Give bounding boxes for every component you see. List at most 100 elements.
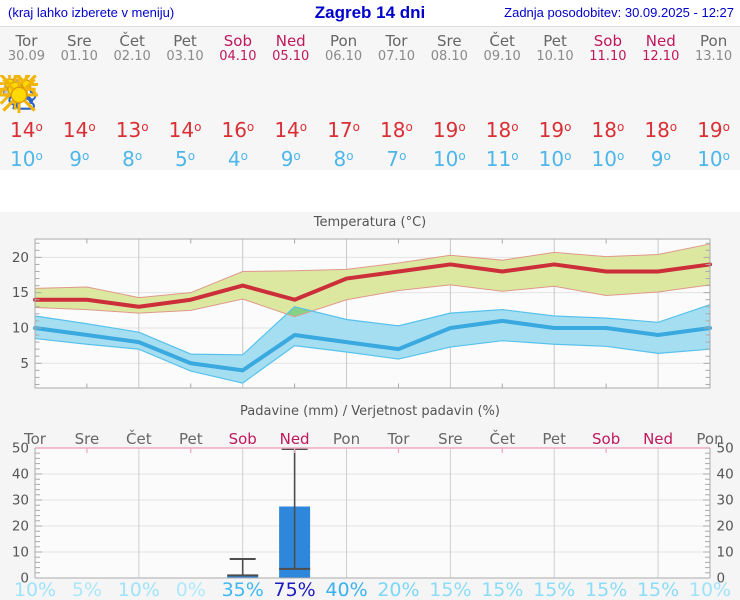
precip-probability: 20% — [377, 579, 419, 600]
day-date: 08.10 — [430, 49, 468, 64]
precip-probability: 75% — [273, 579, 315, 600]
precip-axis-label: 50 — [12, 441, 29, 457]
day-high-temp: 16o — [221, 118, 255, 142]
chart-day-label: Ned — [280, 430, 310, 448]
precip-axis-label: 0 — [20, 571, 29, 587]
precip-probability: 15% — [585, 579, 627, 600]
chart-day-label: Tor — [23, 430, 47, 448]
day-name: Sob — [593, 32, 622, 50]
precip-probability: 15% — [481, 579, 523, 600]
precip-axis-label: 30 — [12, 493, 29, 509]
day-name: Pon — [329, 32, 358, 50]
day-high-temp: 19o — [697, 118, 730, 142]
precip-axis-label: 0 — [717, 571, 726, 587]
precip-probability: 10% — [14, 579, 56, 600]
forecast-day: Čet 02.10 13o 8o — [2, 27, 159, 171]
day-high-temp: 18o — [485, 118, 519, 142]
precip-axis-label: 50 — [717, 441, 734, 457]
day-name: Ned — [275, 32, 306, 50]
day-high-temp: 19o — [432, 118, 466, 142]
day-date: 09.10 — [483, 49, 521, 64]
day-date: 04.10 — [219, 49, 257, 64]
day-high-temp: 18o — [644, 118, 678, 142]
forecast-strip: Tor 30.09 14o 10o Sre 01.10 14o 9o Čet 02.10 13o 8o… — [0, 27, 740, 171]
tmax-line — [33, 262, 712, 309]
precip-axis-label: 20 — [717, 519, 734, 535]
precip-axis-label: 40 — [717, 467, 734, 483]
day-low-temp: 10o — [697, 147, 730, 171]
day-low-temp: 10o — [10, 147, 43, 171]
precip-probability: 0% — [176, 579, 206, 600]
precip-bar — [227, 575, 259, 578]
precip-axis-label: 20 — [12, 519, 29, 535]
day-date: 03.10 — [166, 49, 204, 64]
page-title: Zagreb 14 dni — [314, 3, 426, 22]
chart-day-label: Čet — [490, 429, 516, 448]
precip-probability: 35% — [222, 579, 264, 600]
day-low-temp: 9o — [650, 147, 671, 171]
day-low-temp: 8o — [333, 147, 354, 171]
day-name: Tor — [385, 32, 408, 50]
day-high-temp: 18o — [380, 118, 413, 142]
chart-day-label: Tor — [386, 430, 410, 448]
chart-day-label: Čet — [126, 429, 152, 448]
day-low-temp: 11o — [485, 147, 519, 171]
temp-axis-label: 10 — [12, 320, 29, 336]
day-date: 02.10 — [113, 49, 151, 64]
day-high-temp: 14o — [274, 118, 308, 142]
day-date: 13.10 — [694, 49, 733, 64]
forecast-day: Sob 04.10 16o 4o — [3, 27, 264, 171]
forecast-day: Tor 07.10 18o 7o — [0, 27, 423, 171]
day-date: 30.09 — [7, 49, 46, 64]
day-low-temp: 5o — [174, 147, 196, 171]
day-low-temp: 10o — [538, 147, 572, 171]
day-date: 01.10 — [60, 49, 98, 64]
day-date: 07.10 — [377, 49, 416, 64]
day-high-temp: 14o — [62, 118, 96, 142]
menu-hint-text: (kraj lahko izberete v meniju) — [8, 5, 175, 20]
day-low-temp: 7o — [386, 147, 407, 171]
forecast-day: Pet 03.10 14o 5o — [0, 27, 212, 171]
forecast-day: Sob 11.10 18o 10o — [0, 27, 634, 171]
day-date: 12.10 — [642, 49, 680, 64]
precip-probability: 10% — [689, 579, 731, 600]
day-name: Čet — [119, 32, 145, 50]
day-high-temp: 14o — [10, 118, 43, 142]
forecast-day: Sre 08.10 19o 10o — [0, 27, 476, 171]
day-name: Ned — [645, 32, 676, 50]
day-low-temp: 10o — [591, 147, 625, 171]
chart-day-label: Ned — [643, 430, 673, 448]
day-name: Pon — [700, 32, 728, 50]
day-name: Sre — [437, 32, 462, 50]
day-name: Čet — [489, 32, 515, 50]
day-name: Sre — [66, 32, 92, 50]
day-high-temp: 14o — [168, 118, 202, 142]
forecast-day: Ned 12.10 18o 9o — [0, 27, 687, 171]
day-low-temp: 10o — [432, 147, 466, 171]
day-date: 05.10 — [272, 49, 310, 64]
forecast-day: Ned 05.10 14o 9o — [0, 27, 317, 171]
precipitation-chart-title: Padavine (mm) / Verjetnost padavin (%) — [240, 404, 500, 419]
temperature-chart-title: Temperatura (°C) — [313, 215, 427, 230]
precip-axis-label: 40 — [12, 467, 29, 483]
day-name: Pet — [173, 32, 197, 50]
day-date: 10.10 — [536, 49, 574, 64]
forecast-day: Pon 06.10 17o 8o — [2, 27, 370, 171]
forecast-day: Pet 10.10 19o 10o — [0, 27, 582, 171]
precip-probability: 15% — [637, 579, 679, 600]
temp-axis-label: 20 — [12, 250, 29, 266]
day-date: 06.10 — [324, 49, 363, 64]
day-name: Pet — [543, 32, 567, 50]
chart-day-label: Sre — [75, 430, 100, 448]
tmax-band — [35, 243, 710, 317]
chart-day-label: Sob — [229, 430, 257, 448]
precip-probability: 15% — [533, 579, 575, 600]
day-high-temp: 19o — [538, 118, 572, 142]
chart-day-label: Pon — [333, 430, 360, 448]
day-high-temp: 13o — [115, 118, 149, 142]
precip-axis-label: 10 — [12, 545, 29, 561]
tmin-line — [33, 318, 712, 373]
